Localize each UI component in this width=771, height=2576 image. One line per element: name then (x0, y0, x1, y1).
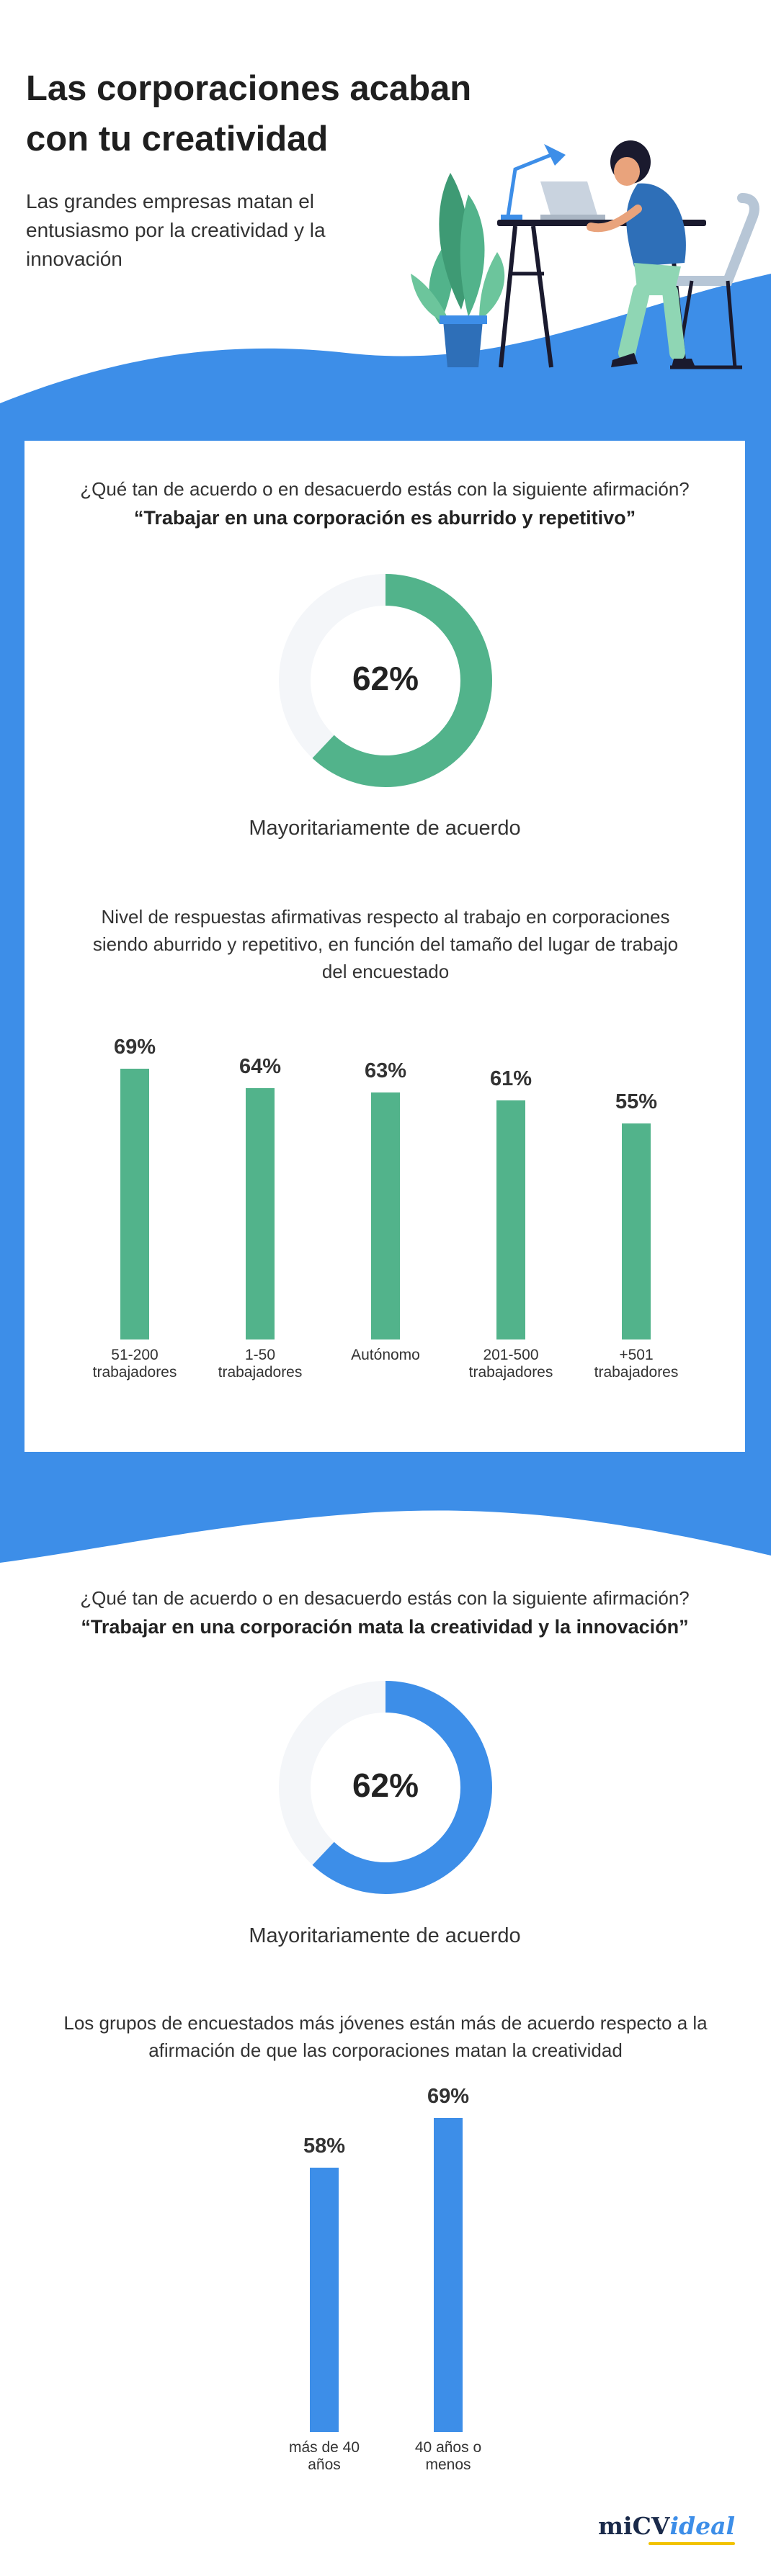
page-title: Las corporaciones acaban con tu creativi… (26, 69, 472, 158)
donut-chart-creativity (279, 1681, 492, 1894)
brand-underline (649, 2542, 735, 2545)
donut-caption: Mayoritariamente de acuerdo (249, 817, 521, 840)
lamp-icon (501, 144, 566, 220)
donut-chart-boring (279, 574, 492, 787)
question-text: ¿Qué tan de acuerdo o en desacuerdo está… (80, 478, 690, 500)
bar-chart-title-2: Los grupos de encuestados más jóvenes es… (63, 2012, 708, 2061)
woman-icon (587, 140, 695, 367)
question-text-2: ¿Qué tan de acuerdo o en desacuerdo está… (80, 1587, 690, 1609)
donut-arc (279, 1681, 492, 1894)
donut-caption-2: Mayoritariamente de acuerdo (249, 1924, 521, 1947)
brand-logo: miCVideal (598, 2512, 735, 2540)
donut-arc (279, 574, 492, 787)
bar-chart-title: Nivel de respuestas afirmativas respecto… (92, 906, 679, 982)
woman-at-desk-illustration (411, 140, 759, 369)
laptop-icon (540, 181, 605, 220)
statement-text-2: “Trabajar en una corporación mata la cre… (81, 1616, 689, 1638)
page-subtitle: Las grandes empresas matan el entusiasmo… (26, 190, 326, 270)
statement-text: “Trabajar en una corporación es aburrido… (133, 507, 636, 529)
plant-icon (411, 173, 505, 367)
donut-percent-label: 62% (352, 660, 419, 697)
donut-percent-label-2: 62% (352, 1767, 419, 1804)
